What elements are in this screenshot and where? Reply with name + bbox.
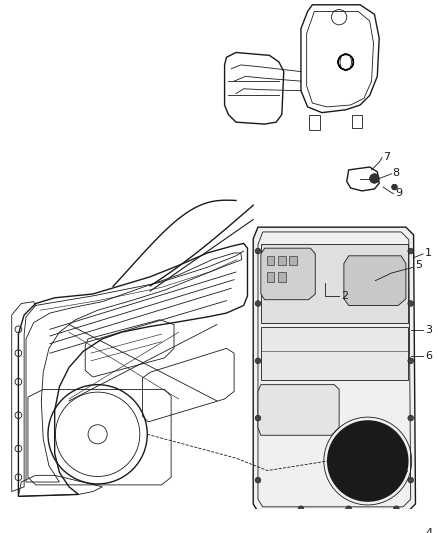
Text: 1: 1	[425, 248, 432, 258]
Circle shape	[298, 506, 304, 512]
Circle shape	[408, 248, 413, 254]
Circle shape	[328, 421, 408, 501]
Polygon shape	[261, 248, 315, 300]
Text: 9: 9	[396, 188, 403, 198]
Circle shape	[408, 477, 413, 483]
Text: 5: 5	[416, 260, 423, 270]
Bar	[278, 272, 286, 281]
Text: 6: 6	[425, 351, 432, 361]
Circle shape	[255, 248, 261, 254]
Polygon shape	[253, 227, 416, 512]
Bar	[267, 272, 274, 281]
Bar	[353, 115, 362, 128]
Polygon shape	[261, 244, 408, 322]
Text: 4: 4	[425, 528, 432, 533]
Text: 3: 3	[425, 325, 432, 335]
Circle shape	[393, 506, 399, 512]
Bar	[290, 256, 297, 265]
Bar	[267, 256, 274, 265]
Bar	[278, 256, 286, 265]
Circle shape	[255, 415, 261, 421]
Text: 8: 8	[392, 168, 400, 178]
Text: 7: 7	[383, 151, 390, 161]
Circle shape	[255, 477, 261, 483]
Text: 2: 2	[341, 291, 348, 301]
Polygon shape	[344, 256, 406, 305]
Polygon shape	[258, 385, 339, 435]
Circle shape	[408, 358, 413, 364]
Circle shape	[255, 358, 261, 364]
Circle shape	[346, 506, 352, 512]
Circle shape	[255, 301, 261, 306]
Circle shape	[370, 174, 379, 183]
Circle shape	[408, 301, 413, 306]
Circle shape	[392, 184, 397, 190]
Polygon shape	[261, 327, 408, 380]
Circle shape	[408, 415, 413, 421]
Bar	[309, 115, 320, 130]
